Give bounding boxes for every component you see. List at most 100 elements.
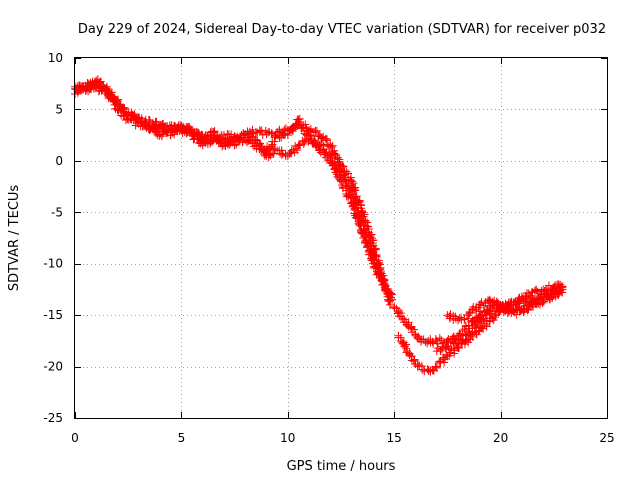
data-point-track-3	[271, 145, 280, 154]
data-point-track-5	[548, 294, 557, 303]
data-point-track-1	[267, 129, 276, 138]
x-tick-label: 20	[493, 431, 508, 445]
data-point-track-4	[443, 352, 452, 361]
data-point-track-2	[347, 176, 356, 185]
data-point-track-3	[114, 95, 123, 104]
data-point-track-3	[149, 123, 158, 132]
data-point-track-3	[357, 228, 366, 237]
y-tick-label: 5	[55, 102, 63, 116]
data-point-track-3	[277, 150, 286, 159]
data-point-track-6	[481, 311, 490, 320]
data-point-track-2	[333, 153, 342, 162]
data-point-track-4	[413, 360, 422, 369]
data-point-track-3	[337, 176, 346, 185]
data-point-track-3	[235, 136, 244, 145]
x-axis-title: GPS time / hours	[287, 459, 396, 474]
data-point-track-2	[283, 131, 292, 140]
data-point-track-6	[444, 343, 453, 352]
grid	[75, 58, 607, 418]
data-points	[71, 75, 567, 376]
data-point-track-3	[310, 139, 319, 148]
data-point-track-2	[270, 137, 279, 146]
data-point-track-2	[346, 173, 355, 182]
data-point-track-3	[207, 135, 216, 144]
data-point-track-1	[257, 126, 266, 135]
y-tick-label: 0	[55, 154, 63, 168]
plot-frame	[74, 57, 608, 419]
data-point-track-3	[341, 181, 350, 190]
data-point-track-3	[206, 139, 215, 148]
data-point-track-6	[524, 297, 533, 306]
data-point-track-5	[435, 334, 444, 343]
y-tick-label: 10	[48, 51, 63, 65]
data-point-track-3	[299, 139, 308, 148]
data-point-track-3	[375, 271, 384, 280]
data-point-track-3	[350, 205, 359, 214]
data-point-track-3	[321, 148, 330, 157]
data-point-track-7	[544, 281, 553, 290]
data-point-track-3	[388, 290, 397, 299]
data-point-track-7	[502, 302, 511, 311]
data-point-track-2	[350, 185, 359, 194]
data-point-track-7	[558, 282, 567, 291]
data-point-track-3	[335, 175, 344, 184]
data-point-track-3	[354, 219, 363, 228]
y-axis-title: SDTVAR / TECUs	[7, 185, 22, 292]
axis-ticks: 0 5 10 15 20 25 -25 -20 -15 -10 -5 0 5 10	[43, 51, 614, 445]
data-point-track-3	[295, 141, 304, 150]
data-point-track-3	[79, 83, 88, 92]
data-point-track-2	[361, 216, 370, 225]
y-tick-label: -5	[51, 205, 63, 219]
data-point-track-3	[356, 221, 365, 230]
data-point-track-7	[550, 284, 559, 293]
data-point-track-3	[71, 85, 80, 94]
data-point-track-3	[92, 82, 101, 91]
data-point-track-2	[358, 208, 367, 217]
data-point-track-3	[226, 139, 235, 148]
data-point-track-3	[351, 213, 360, 222]
data-point-track-6	[457, 337, 466, 346]
data-point-track-3	[327, 150, 336, 159]
data-point-track-3	[230, 141, 239, 150]
data-point-track-3	[360, 232, 369, 241]
data-point-track-3	[287, 149, 296, 158]
data-point-track-3	[369, 262, 378, 271]
data-point-track-7	[513, 298, 522, 307]
data-point-track-5	[523, 306, 532, 315]
data-point-track-2	[339, 162, 348, 171]
data-point-track-2	[301, 120, 310, 129]
y-tick-label: -10	[43, 257, 63, 271]
data-point-track-2	[385, 300, 394, 309]
data-point-track-7	[543, 285, 552, 294]
data-point-track-6	[436, 346, 445, 355]
x-tick-label: 15	[387, 431, 402, 445]
data-point-track-3	[102, 90, 111, 98]
y-tick-label: -15	[43, 308, 63, 322]
data-point-track-3	[120, 104, 129, 113]
data-point-track-3	[352, 214, 361, 223]
data-point-track-3	[328, 159, 337, 168]
y-tick-label: -20	[43, 360, 63, 374]
data-point-track-1	[251, 128, 260, 137]
data-point-track-3	[256, 142, 265, 151]
x-tick-label: 25	[599, 431, 614, 445]
data-point-track-5	[433, 339, 442, 348]
data-point-track-7	[548, 285, 557, 294]
data-point-track-3	[257, 142, 266, 151]
data-point-track-2	[374, 259, 383, 268]
data-point-track-7	[455, 314, 464, 323]
data-point-track-3	[108, 92, 117, 101]
x-tick-label: 5	[178, 431, 186, 445]
data-point-track-3	[387, 289, 396, 298]
data-point-track-7	[493, 298, 502, 307]
data-point-track-2	[317, 133, 326, 142]
data-point-track-3	[381, 281, 390, 290]
data-point-track-6	[443, 342, 452, 350]
data-point-track-3	[268, 149, 277, 158]
data-point-track-2	[338, 161, 347, 170]
data-point-track-3	[367, 256, 376, 265]
data-point-track-4	[432, 363, 441, 372]
data-point-track-2	[271, 132, 280, 141]
data-point-track-7	[476, 300, 485, 309]
